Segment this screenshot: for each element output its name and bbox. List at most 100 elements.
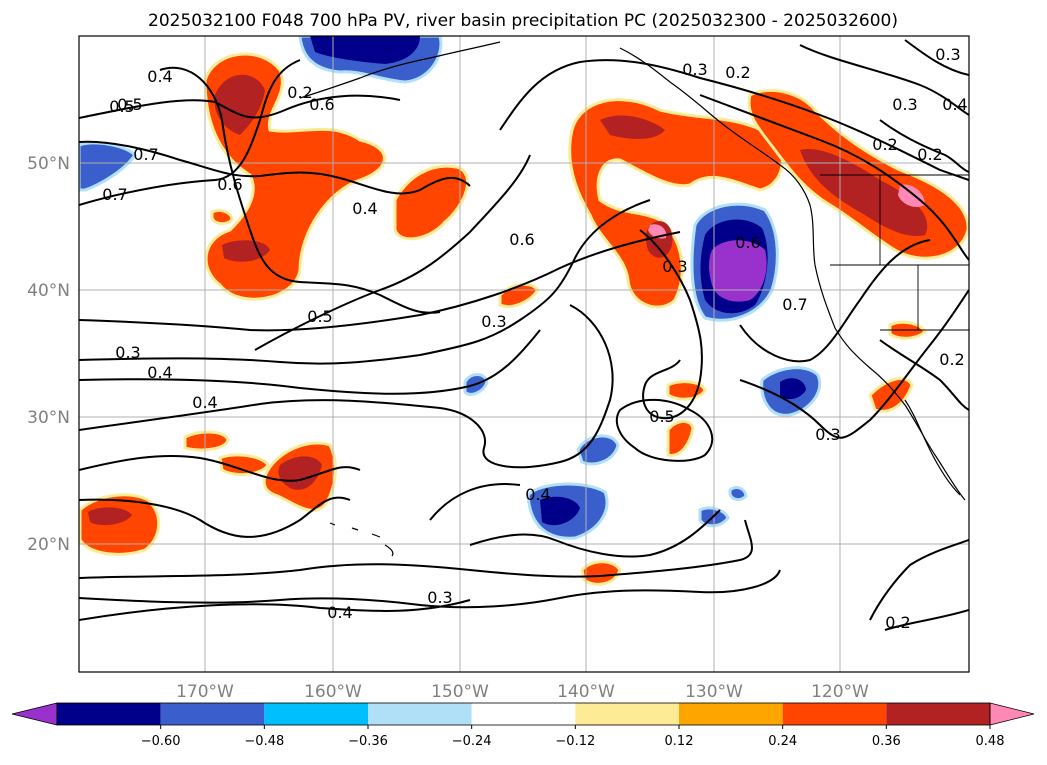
colorbar-tick-label: −0.36 [348, 734, 388, 749]
coastlines [299, 41, 969, 557]
pv-contour-line [739, 289, 969, 439]
pv-contour-line [79, 329, 541, 395]
contour-label: 0.6 [217, 175, 242, 194]
pv-contour-line [799, 44, 969, 116]
positive-precip-area [183, 430, 230, 452]
contour-label: 0.3 [935, 45, 960, 64]
pv-contour-line [739, 239, 931, 363]
negative-precip-area [576, 434, 620, 466]
contour-label: 0.3 [662, 257, 687, 276]
colorbar-tick-label: 0.36 [872, 734, 901, 749]
lon-label: 150°W [431, 682, 489, 702]
lat-label: 50°N [27, 154, 70, 174]
colorbar-segment [886, 703, 990, 725]
contour-label: 0.4 [942, 95, 967, 114]
pv-contour-line [79, 59, 301, 206]
pv-contour-line [159, 66, 441, 314]
contour-label: 0.5 [109, 97, 134, 116]
pv-contour-line [79, 519, 753, 579]
latitude-labels: 50°N 40°N 30°N 20°N [27, 154, 70, 555]
colorbar-tick-label: −0.24 [452, 734, 492, 749]
colorbar-segment [782, 703, 887, 725]
map-frame [78, 35, 970, 673]
contour-label: 0.7 [782, 295, 807, 314]
contour-label: 0.2 [725, 63, 750, 82]
pv-contour-line [699, 94, 969, 261]
pv-contour-line [79, 304, 614, 469]
colorbar-tick-label: −0.60 [141, 734, 181, 749]
precipitation-shading [79, 36, 969, 586]
hawaiian-islands [329, 522, 394, 557]
positive-precip-area [210, 208, 234, 226]
positive-precip-core [214, 74, 265, 135]
contour-label: 0.6 [509, 230, 534, 249]
pv-contour-line [254, 154, 531, 351]
pv-contour-line [79, 599, 471, 621]
pv-contour-line [79, 454, 361, 482]
pv-contour-line [615, 398, 714, 462]
positive-precip-area [393, 164, 469, 241]
contour-labels: 0.4 0.5 0.6 0.7 0.7 0.6 0.4 0.5 0.3 0.4 0.4 0.6 0.3 0… [102, 45, 967, 632]
positive-precip-area [580, 560, 622, 586]
positive-precip-core [600, 115, 665, 139]
contour-label: 0.6 [309, 95, 334, 114]
longitude-labels: 170°W 160°W 150°W 140°W 130°W 120°W [176, 682, 869, 702]
pv-contour-line [79, 496, 351, 538]
positive-precip-area [218, 453, 270, 477]
contour-label: 0.2 [872, 135, 897, 154]
pv-contours [79, 39, 969, 631]
contour-label: 0.6 [735, 233, 760, 252]
positive-precip-core [222, 240, 270, 262]
contour-label: 0.7 [133, 145, 158, 164]
pv-contour-line [79, 140, 471, 195]
contour-label: 0.5 [117, 95, 142, 114]
negative-precip-core [310, 36, 420, 64]
map-panel: 0.4 0.5 0.6 0.7 0.7 0.6 0.4 0.5 0.3 0.4 0.4 0.6 0.3 0… [78, 35, 970, 673]
lon-label: 140°W [557, 682, 615, 702]
colorbar-tick-label: 0.12 [665, 734, 694, 749]
pv-contour-line [429, 483, 521, 521]
contour-label: 0.3 [427, 588, 452, 607]
pv-contour-line [884, 609, 969, 631]
colorbar-tick-label: 0.48 [976, 734, 1005, 749]
lon-label: 130°W [685, 682, 743, 702]
alaska-peninsula [299, 41, 501, 99]
lat-label: 20°N [27, 535, 70, 555]
colorbar-segment [471, 703, 576, 725]
pv-contour-line [869, 539, 969, 621]
colorbar: −0.60 −0.48 −0.36 −0.24 −0.12 0.12 0.24 0.36 0.4… [11, 702, 1035, 749]
pv-contour-line [639, 229, 703, 420]
pv-contour-line [904, 39, 969, 76]
colorbar-extend-min [11, 702, 58, 726]
colorbar-segment [160, 703, 265, 725]
colorbar-segment [679, 703, 783, 725]
positive-precip-core [800, 149, 928, 236]
contour-label: 0.2 [287, 83, 312, 102]
colorbar-tick-label: 0.24 [768, 734, 797, 749]
contour-label: 0.3 [682, 60, 707, 79]
pv-contour-line [79, 231, 681, 332]
negative-precip-core [540, 496, 580, 526]
pv-contour-line [499, 59, 969, 181]
colorbar-segment [57, 703, 161, 725]
colorbar-tick-label: −0.12 [555, 734, 595, 749]
contour-label: 0.4 [192, 393, 217, 412]
lon-label: 120°W [811, 682, 869, 702]
colorbar-segments [11, 702, 1035, 726]
contour-label: 0.2 [939, 350, 964, 369]
lat-label: 30°N [27, 408, 70, 428]
negative-precip-peak [709, 240, 767, 302]
contour-label: 0.7 [102, 185, 127, 204]
pv-contour-line [469, 509, 721, 558]
contour-label: 0.2 [885, 613, 910, 632]
pv-contour-line [879, 119, 969, 173]
negative-precip-area [79, 141, 137, 192]
negative-precip-area [728, 486, 748, 502]
positive-precip-area [568, 98, 784, 309]
contour-label: 0.3 [892, 95, 917, 114]
contour-label: 0.4 [147, 67, 172, 86]
contour-label: 0.5 [307, 307, 332, 326]
contour-label: 0.3 [815, 425, 840, 444]
pv-contour-line [79, 199, 651, 365]
